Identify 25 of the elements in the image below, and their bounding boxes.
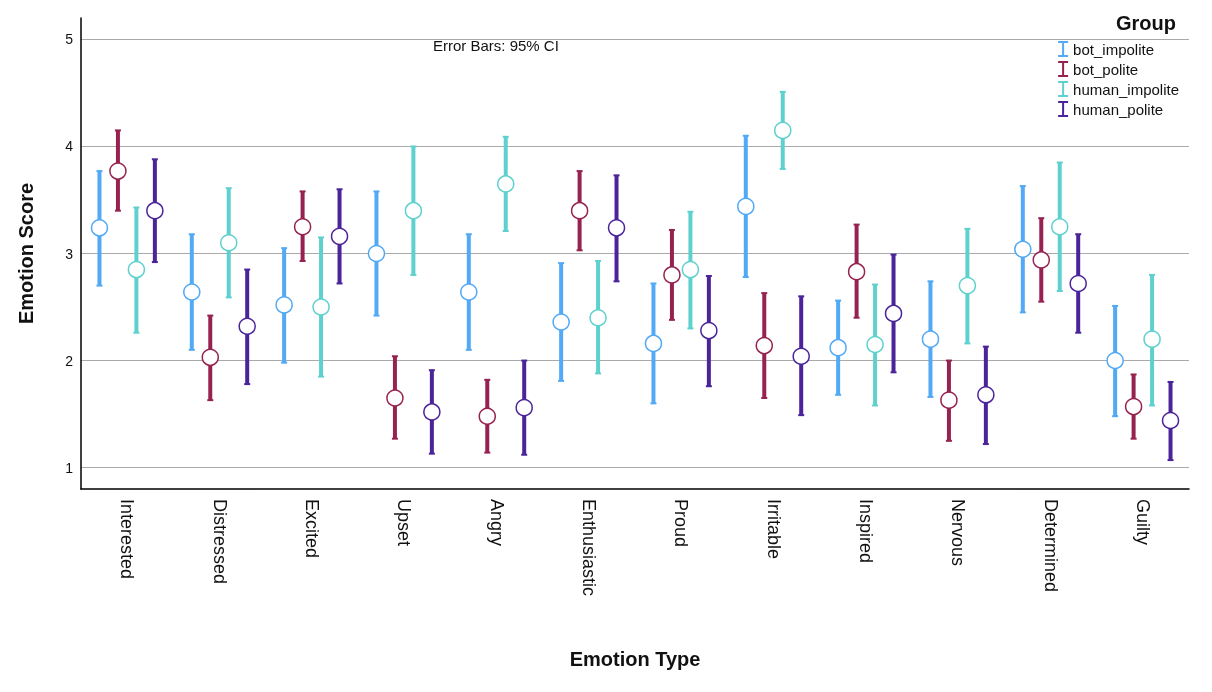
legend-label: human_impolite [1073, 80, 1180, 98]
x-tick-label: Irritable [763, 499, 784, 560]
x-tick-label: Nervous [948, 499, 969, 567]
legend-label: human_polite [1073, 100, 1164, 118]
legend-label: bot_polite [1073, 60, 1139, 78]
x-tick-label: Proud [671, 499, 692, 548]
y-tick-label: 3 [65, 245, 74, 262]
y-tick-label: 4 [65, 138, 74, 155]
y-axis-title: Emotion Score [15, 182, 37, 325]
x-tick-label: Determined [1040, 499, 1061, 593]
y-tick-label: 5 [65, 31, 74, 48]
y-tick-label: 2 [65, 352, 74, 369]
x-tick-label: Distressed [209, 499, 230, 585]
y-tick-label: 1 [65, 459, 74, 476]
x-tick-label: Guilty [1132, 499, 1153, 546]
x-tick-label: Interested [117, 499, 138, 580]
x-tick-label: Inspired [855, 499, 876, 564]
x-tick-label: Angry [486, 499, 507, 547]
annotation: Error Bars: 95% CI [433, 37, 559, 54]
x-tick-label: Excited [301, 499, 322, 559]
legend-title: Group [1116, 12, 1177, 34]
x-tick-label: Upset [394, 499, 415, 547]
x-tick-label: Enthusiastic [578, 499, 599, 597]
legend-label: bot_impolite [1073, 40, 1154, 58]
x-axis-title: Emotion Type [569, 648, 701, 670]
